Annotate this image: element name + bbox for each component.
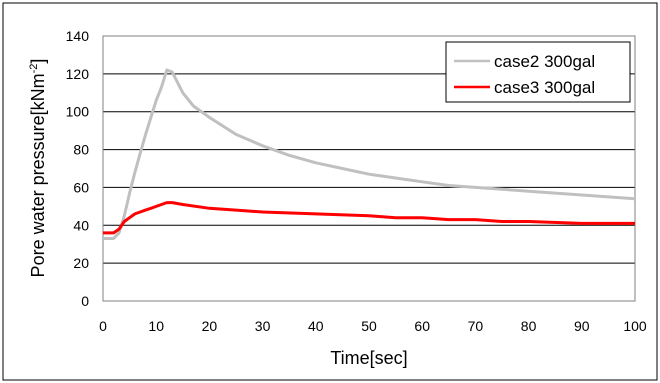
legend-label-case2: case2 300gal [494,52,595,71]
legend: case2 300gal case3 300gal [445,41,631,103]
x-tick-label: 10 [148,318,164,334]
y-axis-title-superscript: -2 [28,64,40,74]
plot-area [102,35,636,302]
x-tick-label: 50 [361,318,377,334]
legend-box [445,41,631,103]
x-tick-label: 20 [202,318,218,334]
y-tick-label: 120 [66,66,90,82]
y-axis-title-close: ] [28,59,48,64]
x-tick-label: 30 [255,318,271,334]
series-line-2 [103,201,635,235]
series-line-1 [103,68,636,240]
x-tick-label: 60 [414,318,430,334]
y-tick-label: 140 [66,28,90,44]
y-tick-label: 0 [81,293,89,309]
x-tick-label: 90 [574,318,590,334]
y-tick-label: 100 [66,104,90,120]
axis-ticks: 0 20 40 60 80 100 120 140 0 10 20 30 40 50 60 70 80 90 100 [66,28,647,334]
x-tick-label: 40 [308,318,324,334]
y-axis-title-main: Pore water pressure[kNm [28,73,48,277]
x-tick-label: 80 [521,318,537,334]
y-tick-label: 80 [73,142,89,158]
x-axis-title: Time[sec] [330,348,407,368]
x-tick-label: 0 [99,318,107,334]
series-layer [103,68,636,240]
x-tick-label: 100 [623,318,647,334]
legend-label-case3: case3 300gal [494,78,595,97]
y-tick-label: 20 [73,255,89,271]
y-tick-label: 60 [73,179,89,195]
y-axis-title: Pore water pressure[kNm-2] [28,59,48,278]
x-tick-label: 70 [468,318,484,334]
y-tick-label: 40 [73,217,89,233]
